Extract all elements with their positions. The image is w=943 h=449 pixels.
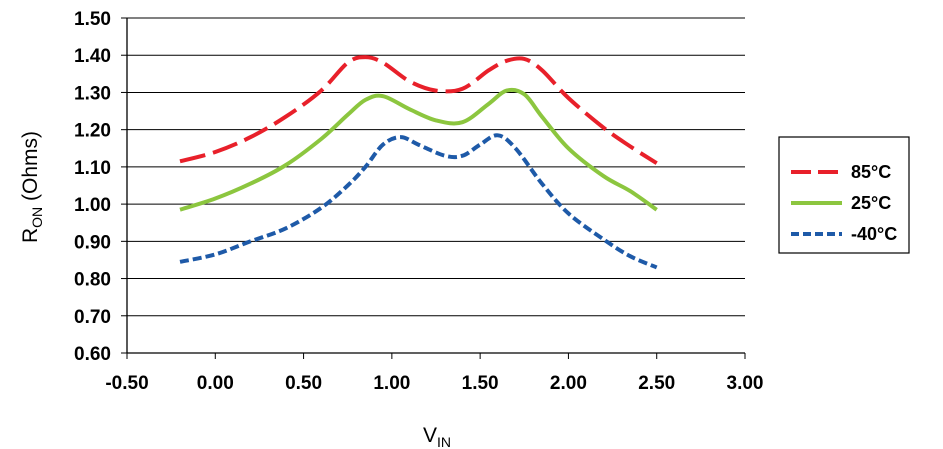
x-tick-label: 0.50 — [285, 373, 322, 394]
plot-series — [179, 55, 658, 270]
x-tick-label: -0.50 — [105, 373, 148, 394]
y-axis-title-rest: (Ohms) — [19, 131, 42, 207]
x-tick-label: 2.50 — [638, 373, 675, 394]
y-axis-title: RON (Ohms) — [19, 131, 45, 243]
legend-label-0: 85°C — [851, 162, 891, 182]
legend-label-2: -40°C — [851, 224, 897, 244]
x-tick-label: 1.00 — [373, 373, 410, 394]
y-tick-label: 1.10 — [74, 158, 111, 179]
x-tick-label: 0.00 — [197, 373, 234, 394]
y-tick-label: 1.40 — [74, 46, 111, 67]
y-tick-label: 1.00 — [74, 195, 111, 216]
y-tick-label: 1.20 — [74, 121, 111, 142]
x-axis-title-main: V — [423, 424, 437, 447]
legend-label-1: 25°C — [851, 193, 891, 213]
series-line-2 — [179, 133, 658, 270]
axes — [121, 17, 746, 359]
x-axis-title-sub: IN — [437, 434, 451, 449]
x-tick-label: 3.00 — [727, 373, 764, 394]
x-tick-label: 1.50 — [462, 373, 499, 394]
tick-labels: 0.60 0.70 0.80 0.90 1.00 1.10 1.20 1.30 1.40 1.50… — [74, 9, 763, 394]
x-tick-label: 2.00 — [550, 373, 587, 394]
legend: 85°C 25°C -40°C — [778, 136, 910, 254]
y-tick-label: 0.70 — [74, 307, 111, 328]
y-tick-label: 1.50 — [74, 9, 111, 30]
x-axis-title: VIN — [423, 424, 451, 449]
gridlines — [127, 17, 745, 317]
y-tick-label: 0.80 — [74, 270, 111, 291]
y-axis-title-main: R — [19, 228, 42, 243]
series-line-1 — [179, 87, 658, 212]
series-line-0 — [179, 55, 658, 165]
y-axis-title-sub: ON — [29, 207, 45, 228]
y-tick-label: 0.60 — [74, 344, 111, 365]
y-tick-label: 1.30 — [74, 83, 111, 104]
y-tick-label: 0.90 — [74, 232, 111, 253]
legend-box — [778, 136, 910, 254]
